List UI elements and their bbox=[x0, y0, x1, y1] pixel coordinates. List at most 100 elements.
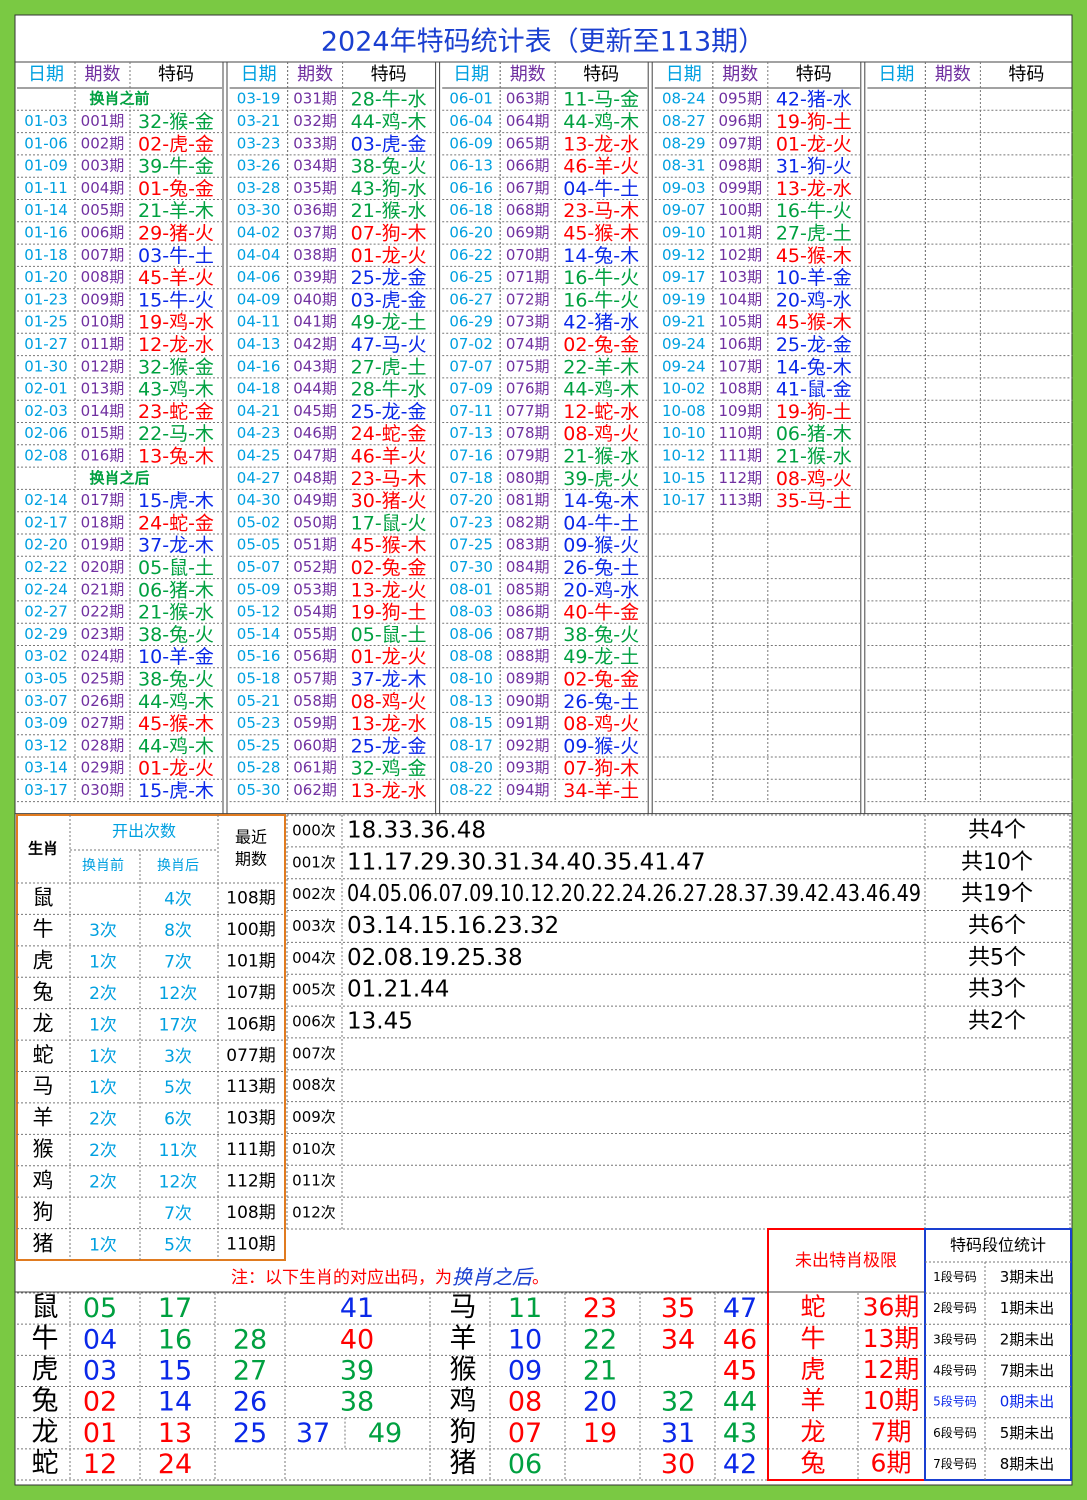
column-header: 期数 bbox=[935, 64, 971, 85]
count-after: 6次 bbox=[164, 1110, 192, 1130]
date: 05-16 bbox=[237, 647, 281, 665]
period: 040期 bbox=[293, 290, 337, 308]
period: 103期 bbox=[718, 268, 762, 286]
hit-count: 006次 bbox=[292, 1013, 336, 1031]
date: 09-17 bbox=[662, 268, 706, 286]
count-after: 17次 bbox=[159, 1015, 198, 1035]
period: 057期 bbox=[293, 669, 337, 687]
period: 026期 bbox=[81, 692, 125, 710]
date: 01-14 bbox=[24, 201, 68, 219]
date: 04-04 bbox=[237, 246, 281, 264]
date: 04-09 bbox=[237, 290, 281, 308]
count-before: 2次 bbox=[89, 1172, 117, 1192]
special-code: 22-马-木 bbox=[138, 423, 214, 445]
date: 04-11 bbox=[237, 313, 281, 331]
stats-recent: 期数 bbox=[235, 850, 267, 869]
special-code: 09-猴-火 bbox=[563, 735, 639, 757]
column-header: 特码 bbox=[371, 64, 407, 85]
special-code: 28-牛-水 bbox=[351, 89, 427, 111]
hit-count: 000次 bbox=[292, 821, 336, 839]
hit-numbers: 04.05.06.07.09.10.12.20.22.24.26.27.28.3… bbox=[347, 881, 921, 907]
period: 091期 bbox=[506, 714, 550, 732]
zodiac-number: 01 bbox=[83, 1418, 117, 1449]
segment-label: 6段号码 bbox=[933, 1425, 977, 1440]
special-code: 25-龙-金 bbox=[351, 735, 427, 757]
period: 083期 bbox=[506, 536, 550, 554]
column-header: 特码 bbox=[158, 64, 194, 85]
date: 01-18 bbox=[24, 246, 68, 264]
special-code: 14-兔-木 bbox=[776, 356, 852, 378]
date: 08-13 bbox=[449, 692, 493, 710]
period: 076期 bbox=[506, 380, 550, 398]
special-code: 38-兔-火 bbox=[138, 668, 214, 690]
special-code: 06-猪-木 bbox=[138, 579, 214, 601]
date: 05-18 bbox=[237, 669, 281, 687]
period: 078期 bbox=[506, 424, 550, 442]
period: 113期 bbox=[718, 491, 762, 509]
period: 058期 bbox=[293, 692, 337, 710]
period: 033期 bbox=[293, 134, 337, 152]
date: 07-07 bbox=[449, 357, 493, 375]
period: 088期 bbox=[506, 647, 550, 665]
period: 068期 bbox=[506, 201, 550, 219]
special-code: 32-猴-金 bbox=[138, 356, 214, 378]
period: 042期 bbox=[293, 335, 337, 353]
segment-label: 4段号码 bbox=[933, 1363, 977, 1378]
period: 039期 bbox=[293, 268, 337, 286]
date: 03-09 bbox=[24, 714, 68, 732]
special-code: 44-鸡-木 bbox=[563, 111, 639, 133]
date: 04-21 bbox=[237, 402, 281, 420]
special-code: 01-龙-火 bbox=[138, 758, 214, 780]
special-code: 07-狗-木 bbox=[351, 222, 427, 244]
period: 109期 bbox=[718, 402, 762, 420]
column-header: 日期 bbox=[241, 64, 277, 85]
segment-value: 8期未出 bbox=[1000, 1455, 1055, 1473]
date: 03-07 bbox=[24, 692, 68, 710]
zodiac-number: 20 bbox=[583, 1387, 617, 1418]
special-code: 37-龙-木 bbox=[351, 668, 427, 690]
recent-period: 101期 bbox=[226, 952, 275, 972]
count-after: 11次 bbox=[159, 1141, 198, 1161]
special-code: 45-猴-木 bbox=[563, 222, 639, 244]
zodiac: 鼠 bbox=[33, 886, 54, 910]
special-code: 37-龙-木 bbox=[138, 535, 214, 557]
count-after: 12次 bbox=[159, 984, 198, 1004]
zodiac: 狗 bbox=[450, 1417, 477, 1448]
zodiac-number: 30 bbox=[661, 1449, 695, 1480]
count-before: 2次 bbox=[89, 984, 117, 1004]
date: 03-21 bbox=[237, 112, 281, 130]
date: 02-24 bbox=[24, 580, 68, 598]
zodiac-number: 35 bbox=[661, 1293, 695, 1324]
date: 03-12 bbox=[24, 736, 68, 754]
date: 07-20 bbox=[449, 491, 493, 509]
special-code: 07-狗-木 bbox=[563, 758, 639, 780]
date: 06-04 bbox=[449, 112, 493, 130]
recent-period: 108期 bbox=[226, 889, 275, 909]
segments-border bbox=[924, 1228, 1072, 1481]
special-code: 20-鸡-水 bbox=[563, 579, 639, 601]
period: 034期 bbox=[293, 157, 337, 175]
special-code: 13-兔-木 bbox=[138, 445, 214, 467]
column-header: 期数 bbox=[85, 64, 121, 85]
special-code: 06-猪-木 bbox=[776, 423, 852, 445]
special-code: 05-鼠-土 bbox=[138, 557, 214, 579]
date: 06-22 bbox=[449, 246, 493, 264]
date: 03-19 bbox=[237, 90, 281, 108]
limit-zodiac: 虎 bbox=[800, 1355, 825, 1384]
special-code: 45-猴-木 bbox=[776, 312, 852, 334]
period: 106期 bbox=[718, 335, 762, 353]
date: 03-14 bbox=[24, 759, 68, 777]
date: 03-23 bbox=[237, 134, 281, 152]
zodiac-number: 08 bbox=[508, 1387, 542, 1418]
column-header: 日期 bbox=[453, 64, 489, 85]
zodiac-number: 19 bbox=[583, 1418, 617, 1449]
date: 03-26 bbox=[237, 157, 281, 175]
count-after: 7次 bbox=[164, 1204, 192, 1224]
hit-total: 共3个 bbox=[968, 977, 1026, 1002]
special-code: 01-龙-火 bbox=[351, 245, 427, 267]
special-code: 39-虎-火 bbox=[563, 468, 639, 490]
date: 06-13 bbox=[449, 157, 493, 175]
hit-numbers: 03.14.15.16.23.32 bbox=[347, 913, 559, 939]
zodiac-number: 49 bbox=[368, 1418, 402, 1449]
